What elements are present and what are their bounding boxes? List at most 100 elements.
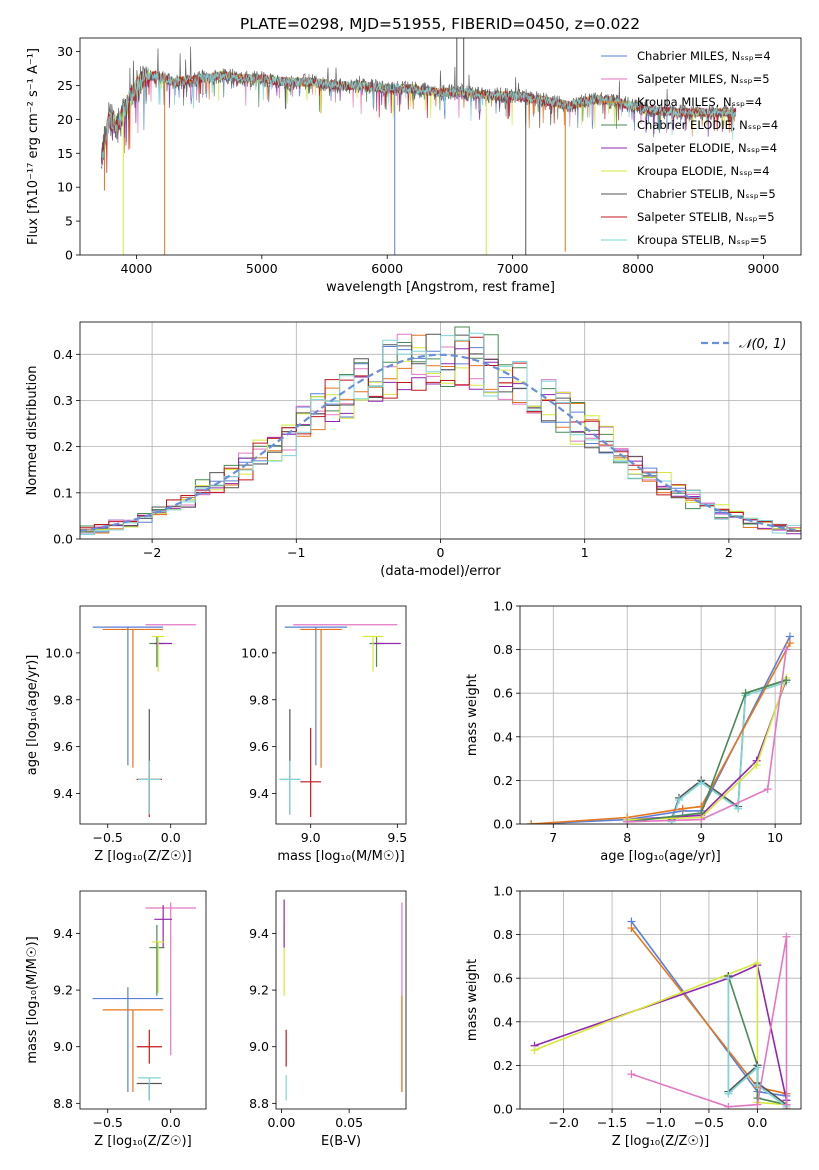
plot-area [92, 624, 196, 817]
x-tick-label: 10 [767, 830, 783, 845]
x-axis-label: Z [log₁₀(Z/Z☉)] [612, 1134, 709, 1149]
error-bar-point [151, 635, 165, 672]
plot-area [527, 632, 794, 824]
weight-marker [734, 804, 743, 813]
y-tick-label: 15 [57, 146, 73, 161]
x-axis-label: Z [log₁₀(Z/Z☉)] [94, 1134, 191, 1149]
legend-entry: Salpeter ELODIE, Nₛₛₚ=4 [637, 141, 777, 155]
x-tick-label: 0.0 [161, 1115, 181, 1130]
error-bar-point [369, 636, 384, 667]
y-tick-label: 0.2 [53, 439, 73, 454]
x-axis-label: wavelength [Angstrom, rest frame] [326, 280, 555, 295]
weight-marker [627, 1070, 636, 1079]
error-bar-point [149, 924, 165, 996]
x-tick-label: 9.5 [387, 830, 407, 845]
legend-entry: Salpeter STELIB, Nₛₛₚ=5 [637, 210, 775, 224]
weight-marker [527, 820, 536, 824]
y-tick-label: 0.4 [493, 1014, 513, 1029]
y-tick-label: 9.4 [53, 786, 73, 801]
weight-marker [785, 639, 794, 648]
x-tick-label: −1 [287, 545, 305, 560]
axes-frame [79, 890, 207, 1110]
error-bar-point [151, 941, 165, 993]
axes-frame [275, 605, 407, 825]
x-tick-label: 0.0 [161, 830, 181, 845]
x-tick-label: 0.05 [335, 1115, 363, 1130]
error-bar-point [300, 727, 322, 817]
weight-marker [724, 1102, 733, 1109]
plot-area [100, 38, 737, 255]
y-tick-label: 0.8 [493, 642, 513, 657]
axes-frame [79, 37, 802, 256]
weight-marker [530, 1046, 539, 1055]
error-bar-point [92, 626, 164, 766]
x-tick-label: 9000 [747, 261, 779, 276]
x-tick-label: −1.0 [645, 1115, 675, 1130]
y-tick-label: 25 [57, 78, 73, 93]
y-tick-label: 9.4 [249, 926, 269, 941]
x-tick-label: 7000 [497, 261, 529, 276]
axes-frame [79, 605, 207, 825]
error-bar-point [300, 628, 342, 768]
legend-entry: 𝒩(0, 1) [739, 337, 786, 352]
y-axis-label: mass weight [465, 674, 480, 756]
spectrum-panel: 4000 5000 6000 7000 8000 9000 0 5 10 15 20 25 30 wave… [26, 37, 802, 295]
legend-entry: Chabrier MILES, Nₛₛₚ=4 [637, 49, 771, 63]
axes-frame [79, 321, 802, 540]
x-tick-label: −0.5 [694, 1115, 724, 1130]
x-axis-label: Z [log₁₀(Z/Z☉)] [94, 849, 191, 864]
weight-marker [678, 804, 687, 813]
weight-marker [627, 924, 636, 933]
y-axis-label: age [log₁₀(age/yr)] [25, 655, 40, 776]
y-tick-label: 1.0 [493, 599, 513, 614]
y-tick-label: 9.4 [249, 786, 269, 801]
error-bar-point [137, 1077, 161, 1101]
weight-marker [782, 1100, 791, 1109]
mass-vs-metallicity-panel: −0.5 0.0 8.8 9.0 9.2 9.4 Z [log₁₀(Z/Z☉)] mass [… [25, 890, 207, 1149]
y-tick-label: 0.4 [493, 729, 513, 744]
plot-area [92, 902, 196, 1101]
axes-frame [519, 605, 802, 825]
x-tick-label: 7 [549, 830, 557, 845]
y-tick-label: 9.2 [53, 983, 73, 998]
y-axis-label: Normed distribution [25, 366, 40, 496]
y-axis-label: Flux [fλ10⁻¹⁷ erg cm⁻² s⁻¹ A⁻¹] [26, 48, 41, 245]
y-tick-label: 0.0 [493, 817, 513, 832]
y-tick-label: 9.6 [53, 739, 73, 754]
x-tick-label: 9 [697, 830, 705, 845]
y-tick-label: 9.2 [249, 983, 269, 998]
legend: 𝒩(0, 1) [701, 337, 786, 352]
y-tick-label: 5 [65, 214, 73, 229]
error-bar-point [92, 987, 164, 1093]
x-tick-label: 0.00 [267, 1115, 295, 1130]
weight-marker [697, 778, 706, 787]
weight-marker [753, 1100, 762, 1109]
error-bar-point [145, 902, 196, 1056]
weight-marker [782, 932, 791, 941]
age-vs-mass-panel: 9.0 9.5 9.4 9.6 9.8 10.0 mass [log₁₀(M/M☉)] [241, 605, 407, 864]
spectrum-line [100, 66, 737, 166]
y-tick-label: 0.2 [493, 773, 513, 788]
y-tick-label: 8.8 [53, 1096, 73, 1111]
weight-marker [724, 974, 733, 983]
x-tick-label: −1.5 [597, 1115, 627, 1130]
legend-entry: Chabrier STELIB, Nₛₛₚ=5 [637, 187, 776, 201]
axes-frame [519, 890, 802, 1110]
legend-entry: Kroupa ELODIE, Nₛₛₚ=4 [637, 164, 770, 178]
y-tick-label: 0.4 [53, 347, 73, 362]
error-bar-point [154, 905, 172, 948]
y-tick-label: 0.1 [53, 485, 73, 500]
weight-series-line [670, 679, 787, 820]
error-bar-point [102, 1009, 164, 1093]
mass-weight-vs-age-panel: 7 8 9 10 0.0 0.2 0.4 0.6 0.8 1.0 age [log₁₀(age/yr… [465, 599, 802, 864]
y-tick-label: 20 [57, 112, 73, 127]
y-tick-label: 10 [57, 180, 73, 195]
x-tick-label: 5000 [246, 261, 278, 276]
y-tick-label: 10.0 [241, 645, 269, 660]
weight-marker [697, 815, 706, 824]
weight-marker [667, 817, 676, 824]
weight-series-line [534, 961, 787, 1106]
plot-area [283, 899, 403, 1101]
y-tick-label: 0.0 [493, 1102, 513, 1117]
